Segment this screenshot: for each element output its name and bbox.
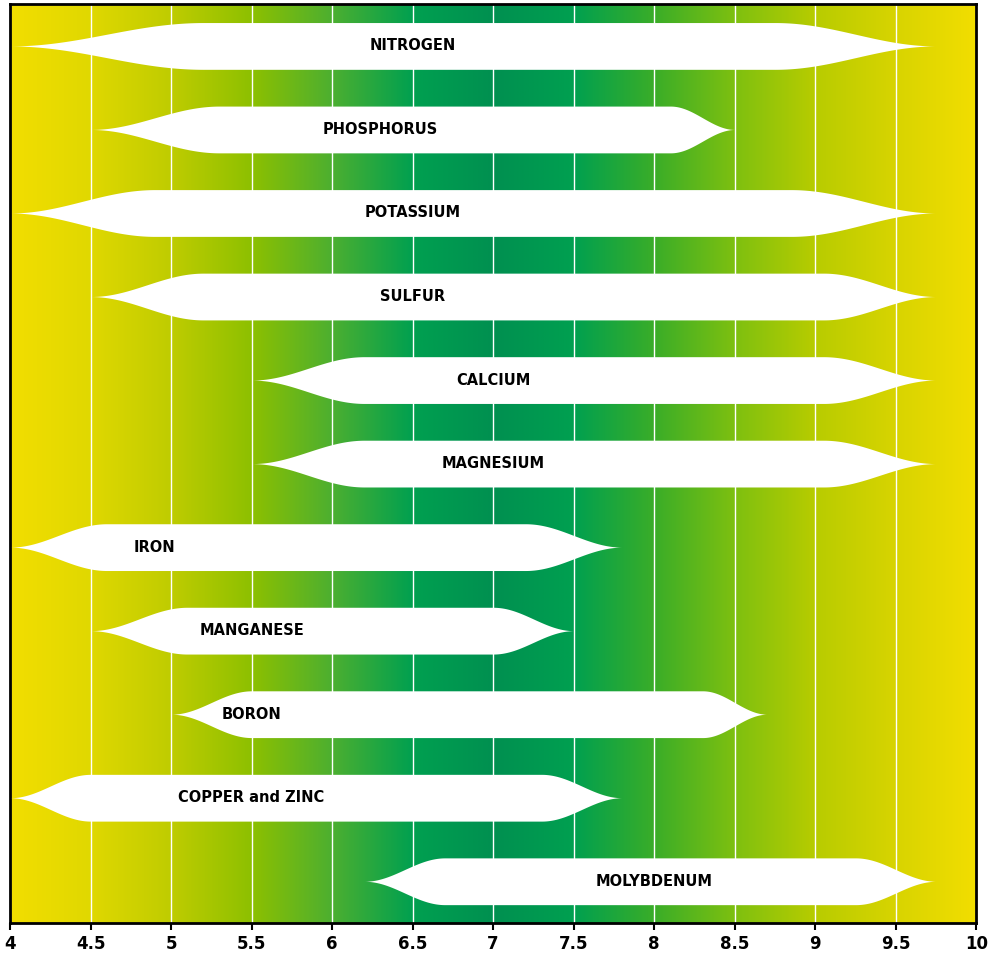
Text: NITROGEN: NITROGEN: [369, 38, 455, 54]
Text: SULFUR: SULFUR: [380, 289, 445, 304]
Text: COPPER and ZINC: COPPER and ZINC: [179, 790, 324, 805]
Text: MANGANESE: MANGANESE: [199, 623, 304, 638]
Text: MAGNESIUM: MAGNESIUM: [441, 456, 545, 471]
Text: POTASSIUM: POTASSIUM: [365, 206, 460, 220]
Text: PHOSPHORUS: PHOSPHORUS: [322, 122, 438, 137]
Text: IRON: IRON: [134, 540, 176, 555]
Text: BORON: BORON: [221, 706, 282, 722]
Text: CALCIUM: CALCIUM: [456, 372, 531, 388]
Text: MOLYBDENUM: MOLYBDENUM: [596, 874, 712, 889]
